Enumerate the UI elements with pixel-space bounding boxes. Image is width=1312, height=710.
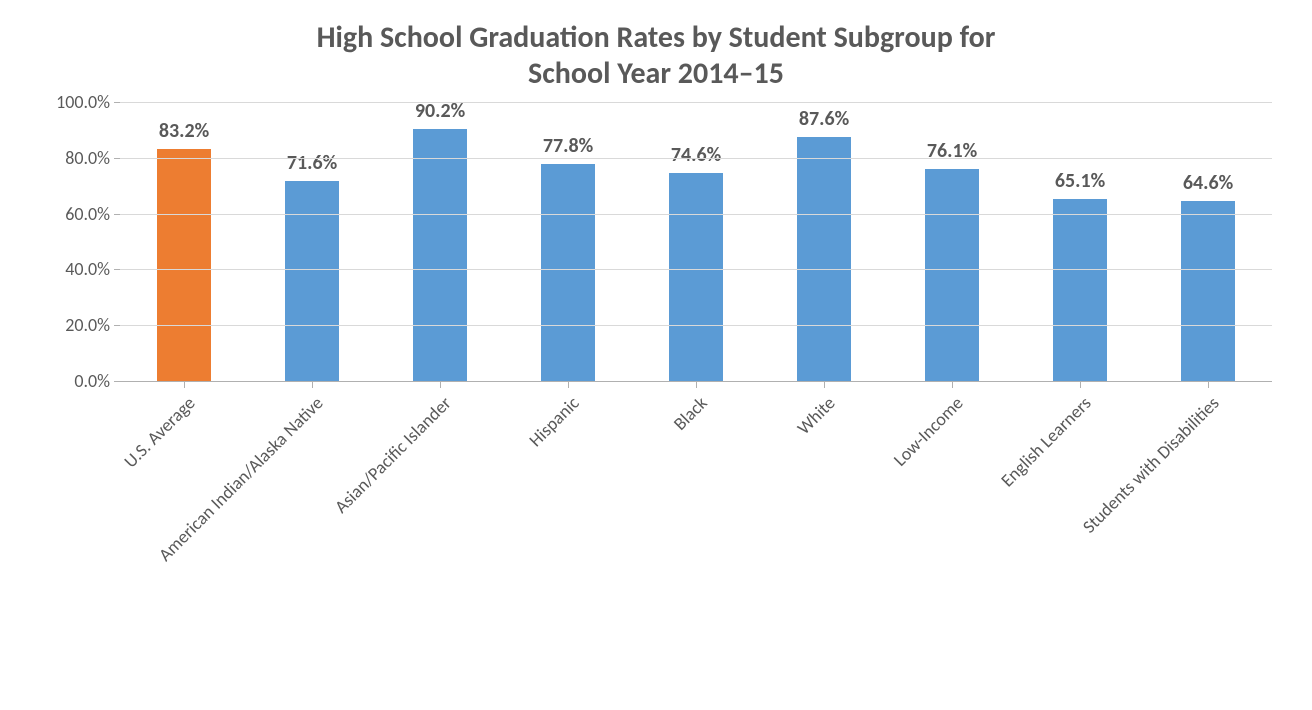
x-tick-mark bbox=[312, 382, 313, 388]
bar-slot: 87.6% bbox=[760, 102, 888, 381]
y-tick-label: 40.0% bbox=[30, 258, 110, 280]
bar: 76.1% bbox=[925, 169, 979, 381]
x-tick-label: White bbox=[793, 392, 840, 439]
x-slot: White bbox=[760, 382, 888, 642]
x-tick-mark bbox=[696, 382, 697, 388]
x-slot: Low-Income bbox=[888, 382, 1016, 642]
y-tick-label: 20.0% bbox=[30, 314, 110, 336]
gridline bbox=[120, 102, 1272, 103]
bar-slot: 76.1% bbox=[888, 102, 1016, 381]
x-tick-label: Black bbox=[669, 392, 712, 435]
x-axis: U.S. Average American Indian/Alaska Nativ… bbox=[120, 382, 1272, 642]
data-label: 64.6% bbox=[1183, 171, 1233, 195]
bar: 64.6% bbox=[1181, 201, 1235, 381]
x-tick-mark bbox=[824, 382, 825, 388]
chart-title-line1: High School Graduation Rates by Student … bbox=[30, 20, 1282, 56]
gridline bbox=[120, 325, 1272, 326]
x-tick-mark bbox=[568, 382, 569, 388]
chart-title: High School Graduation Rates by Student … bbox=[30, 20, 1282, 92]
bar-slot: 74.6% bbox=[632, 102, 760, 381]
x-tick-mark bbox=[1080, 382, 1081, 388]
gridline bbox=[120, 214, 1272, 215]
x-tick-mark bbox=[952, 382, 953, 388]
x-tick-label: Hispanic bbox=[524, 392, 583, 451]
y-tick-label: 80.0% bbox=[30, 147, 110, 169]
y-tick-label: 0.0% bbox=[30, 370, 110, 392]
y-tick-mark bbox=[114, 269, 120, 270]
chart-container: High School Graduation Rates by Student … bbox=[0, 0, 1312, 710]
bar: 83.2% bbox=[157, 149, 211, 381]
chart-title-line2: School Year 2014–15 bbox=[30, 56, 1282, 92]
x-slot: Hispanic bbox=[504, 382, 632, 642]
x-slot: Students with Disabilities bbox=[1144, 382, 1272, 642]
bar: 65.1% bbox=[1053, 199, 1107, 381]
x-tick-label: Low-Income bbox=[889, 392, 968, 471]
bar-slot: 77.8% bbox=[504, 102, 632, 381]
y-tick-mark bbox=[114, 102, 120, 103]
data-label: 74.6% bbox=[671, 143, 721, 167]
y-tick-mark bbox=[114, 325, 120, 326]
plot-area: 83.2% 71.6% 90.2% 77.8% 74.6% 87.6% 76.1% 65.1%… bbox=[120, 102, 1272, 382]
bar: 77.8% bbox=[541, 164, 595, 381]
y-tick-mark bbox=[114, 214, 120, 215]
bar: 71.6% bbox=[285, 181, 339, 381]
x-tick-mark bbox=[1208, 382, 1209, 388]
y-tick-label: 60.0% bbox=[30, 203, 110, 225]
x-slot: American Indian/Alaska Native bbox=[248, 382, 376, 642]
x-tick-mark bbox=[184, 382, 185, 388]
bar-slot: 71.6% bbox=[248, 102, 376, 381]
bar: 87.6% bbox=[797, 137, 851, 381]
x-slot: English Learners bbox=[1016, 382, 1144, 642]
x-slot: Asian/Pacific Islander bbox=[376, 382, 504, 642]
bar-slot: 83.2% bbox=[120, 102, 248, 381]
x-tick-mark bbox=[440, 382, 441, 388]
x-slot: Black bbox=[632, 382, 760, 642]
bars-group: 83.2% 71.6% 90.2% 77.8% 74.6% 87.6% 76.1% 65.1%… bbox=[120, 102, 1272, 381]
x-slot: U.S. Average bbox=[120, 382, 248, 642]
y-tick-label: 100.0% bbox=[30, 91, 110, 113]
data-label: 65.1% bbox=[1055, 169, 1105, 193]
x-tick-label: U.S. Average bbox=[119, 392, 199, 472]
gridline bbox=[120, 158, 1272, 159]
gridline bbox=[120, 269, 1272, 270]
bar-slot: 65.1% bbox=[1016, 102, 1144, 381]
data-label: 71.6% bbox=[287, 151, 337, 175]
data-label: 77.8% bbox=[543, 134, 593, 158]
data-label: 83.2% bbox=[159, 119, 209, 143]
data-label: 76.1% bbox=[927, 139, 977, 163]
bar-slot: 64.6% bbox=[1144, 102, 1272, 381]
bar-slot: 90.2% bbox=[376, 102, 504, 381]
bar: 90.2% bbox=[413, 129, 467, 381]
y-tick-mark bbox=[114, 158, 120, 159]
bar: 74.6% bbox=[669, 173, 723, 381]
data-label: 87.6% bbox=[799, 107, 849, 131]
